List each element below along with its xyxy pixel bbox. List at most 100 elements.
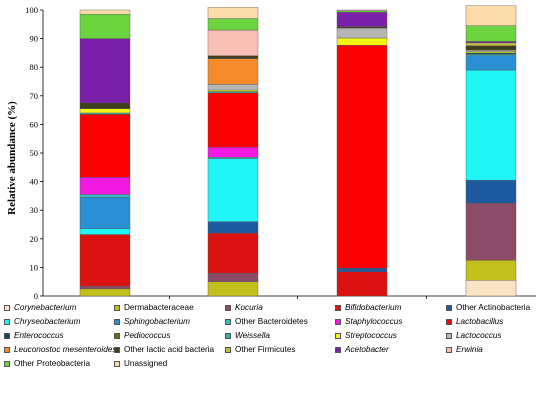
- bar-segment: [465, 179, 517, 204]
- bar-segment: [207, 157, 259, 159]
- legend-swatch: [225, 332, 231, 339]
- bar-segment: [207, 221, 259, 234]
- bar-segment: [79, 288, 131, 297]
- legend-item: Other lactic acid bacteria: [114, 345, 225, 354]
- bar-segment: [207, 232, 259, 274]
- y-tick-label: 90: [30, 34, 39, 44]
- legend-item: Corynebacterium: [4, 303, 114, 312]
- bar-segment: [207, 18, 259, 31]
- legend-row: Corynebacterium Dermabacteraceae Kocuria Bi…: [4, 301, 550, 315]
- bar-segment: [79, 285, 131, 290]
- legend-swatch: [114, 360, 120, 367]
- legend-label: Leuconostoc mesenteroides: [14, 345, 114, 355]
- legend-label: Lactobacillus: [456, 317, 504, 327]
- bar-segment: [79, 38, 131, 104]
- y-tick-label: 0: [34, 291, 38, 300]
- legend: Corynebacterium Dermabacteraceae Kocuria Bi…: [4, 301, 550, 370]
- y-tick-label: 40: [30, 177, 39, 187]
- bar-segment: [207, 92, 259, 148]
- bar-segment: [79, 197, 131, 229]
- legend-item: Other Proteobacteria: [4, 359, 114, 368]
- plot-area: 0102030405060708090100WTAWTBWTCWTD: [25, 5, 536, 300]
- legend-label: Streptococcus: [345, 331, 397, 341]
- bar-segment: [79, 112, 131, 115]
- legend-swatch: [225, 318, 231, 325]
- legend-row: Leuconostoc mesenteroides Other lactic ac…: [4, 343, 550, 357]
- legend-label: Acetobacter: [345, 345, 389, 355]
- legend-swatch: [335, 332, 341, 339]
- legend-item: Erwinia: [446, 345, 550, 354]
- bar-segment: [465, 5, 517, 26]
- bar-segment: [207, 147, 259, 158]
- legend-label: Sphingobacterium: [124, 317, 190, 327]
- legend-item: Chryseobacterium: [4, 317, 114, 326]
- bar-segment: [207, 91, 259, 94]
- legend-swatch: [446, 304, 452, 311]
- bar-segment: [207, 158, 259, 222]
- bar-segment: [465, 25, 517, 42]
- legend-swatch: [335, 304, 341, 311]
- bar-segment: [465, 49, 517, 52]
- legend-swatch: [4, 360, 10, 367]
- bar-segment: [79, 194, 131, 198]
- legend-swatch: [4, 332, 10, 339]
- bar-segment: [207, 272, 259, 282]
- legend-swatch: [114, 318, 120, 325]
- legend-label: Other Actinobacteria: [456, 303, 531, 313]
- bar-segment: [336, 44, 388, 269]
- legend-item: Enterococcus: [4, 331, 114, 340]
- bar-segment: [207, 29, 259, 56]
- legend-item: Other Actinobacteria: [446, 303, 550, 312]
- legend-label: Chryseobacterium: [14, 317, 81, 327]
- bar-segment: [207, 58, 259, 85]
- bar-segment: [336, 12, 388, 27]
- legend-label: Other Bacteroidetes: [235, 317, 308, 327]
- legend-item: Acetobacter: [335, 345, 446, 354]
- bar-segment: [465, 51, 517, 54]
- legend-item: Sphingobacterium: [114, 317, 225, 326]
- legend-swatch: [225, 304, 231, 311]
- legend-label: Other lactic acid bacteria: [124, 345, 215, 355]
- bar-segment: [79, 177, 131, 195]
- legend-label: Lactococcus: [456, 331, 502, 341]
- legend-label: Corynebacterium: [14, 303, 77, 313]
- bar-segment: [79, 234, 131, 287]
- legend-label: Staphylococcus: [345, 317, 403, 327]
- bar-segment: [465, 260, 517, 281]
- legend-item: Weissella: [225, 331, 335, 340]
- legend-item: Unassigned: [114, 359, 225, 368]
- bar-segment: [465, 55, 517, 71]
- legend-swatch: [4, 304, 10, 311]
- y-tick-label: 10: [30, 262, 39, 272]
- legend-item: Lactobacillus: [446, 317, 550, 326]
- legend-row: Other Proteobacteria Unassigned: [4, 357, 550, 371]
- bar-segment: [336, 10, 388, 13]
- bar-segment: [336, 37, 388, 46]
- legend-label: Kocuria: [235, 303, 263, 313]
- legend-label: Other Firmicutes: [235, 345, 296, 355]
- bar-segment: [336, 268, 388, 272]
- legend-swatch: [114, 346, 120, 353]
- bar-segment: [465, 45, 517, 51]
- y-tick-label: 50: [30, 148, 39, 158]
- bar-segment: [465, 69, 517, 181]
- y-tick-label: 20: [30, 234, 39, 244]
- legend-row: Chryseobacterium Sphingobacterium Other Ba…: [4, 315, 550, 329]
- y-tick-label: 70: [30, 91, 39, 101]
- legend-row: Enterococcus Pediococcus Weissella Streptoc…: [4, 329, 550, 343]
- bar-segment: [465, 202, 517, 261]
- legend-item: Kocuria: [225, 303, 335, 312]
- stacked-bar-chart: 0102030405060708090100WTAWTBWTCWTD Relat…: [6, 5, 536, 300]
- bar-segment: [207, 6, 259, 19]
- legend-swatch: [335, 346, 341, 353]
- legend-item: Staphylococcus: [335, 317, 446, 326]
- legend-label: Pediococcus: [124, 331, 171, 341]
- bar-segment: [336, 271, 388, 297]
- legend-swatch: [114, 332, 120, 339]
- y-tick-label: 60: [30, 119, 39, 129]
- legend-swatch: [446, 332, 452, 339]
- legend-swatch: [225, 346, 231, 353]
- bar-segment: [465, 42, 517, 46]
- legend-label: Dermabacteraceae: [124, 303, 194, 313]
- y-tick-label: 100: [25, 5, 38, 15]
